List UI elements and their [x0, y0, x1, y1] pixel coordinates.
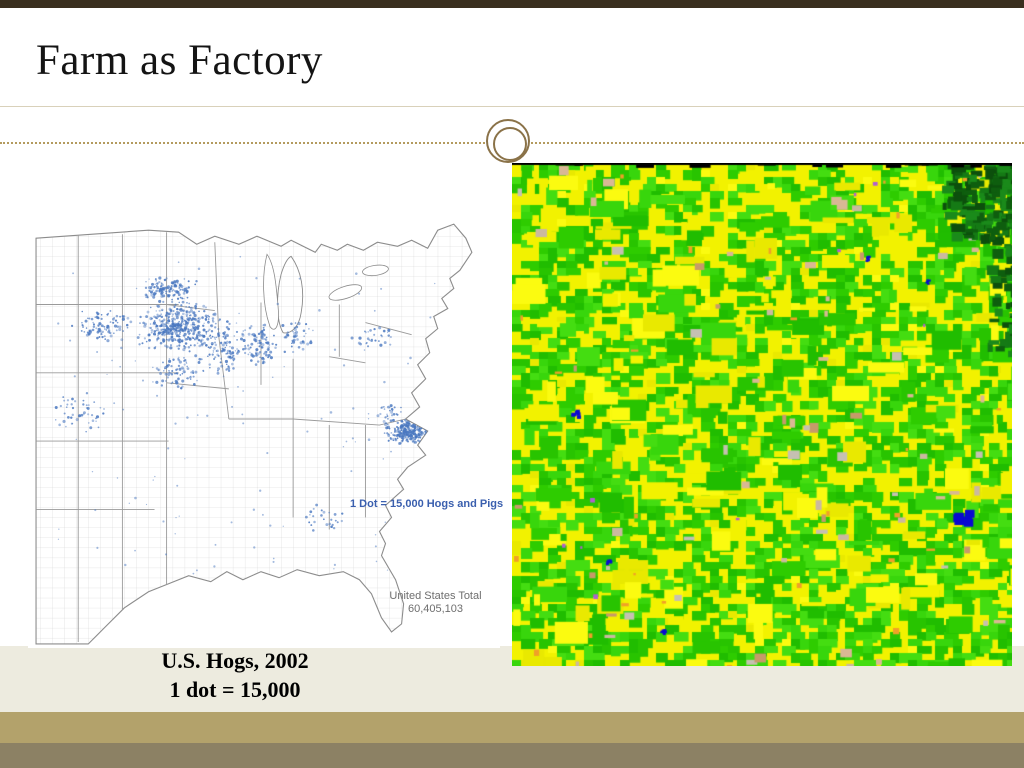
us-total-value: 60,405,103 — [407, 603, 464, 616]
circle-ornament — [486, 119, 536, 169]
us-total-label: United States Total — [389, 590, 482, 602]
us-total-block: United States Total 60,405,103 — [368, 590, 503, 616]
caption-line1: U.S. Hogs, 2002 — [161, 648, 309, 673]
map-dot-legend: 1 Dot = 15,000 Hogs and Pigs — [350, 498, 504, 510]
us-hog-dot-density-map: 1 Dot = 15,000 Hogs and Pigs United Stat… — [28, 186, 503, 648]
top-border-bar — [0, 0, 1024, 8]
title-underline — [0, 106, 1024, 107]
footer-bottom-band — [0, 743, 1024, 768]
ornament-inner-ring — [493, 127, 527, 161]
us-county-map-graphic — [35, 223, 473, 645]
caption-line2: 1 dot = 15,000 — [169, 676, 301, 702]
cropland-satellite-image — [512, 163, 1012, 666]
map-caption: U.S. Hogs, 2002 1 dot = 15,000 — [105, 647, 365, 704]
slide-title: Farm as Factory — [36, 37, 323, 84]
footer-tan-band — [0, 712, 1024, 743]
